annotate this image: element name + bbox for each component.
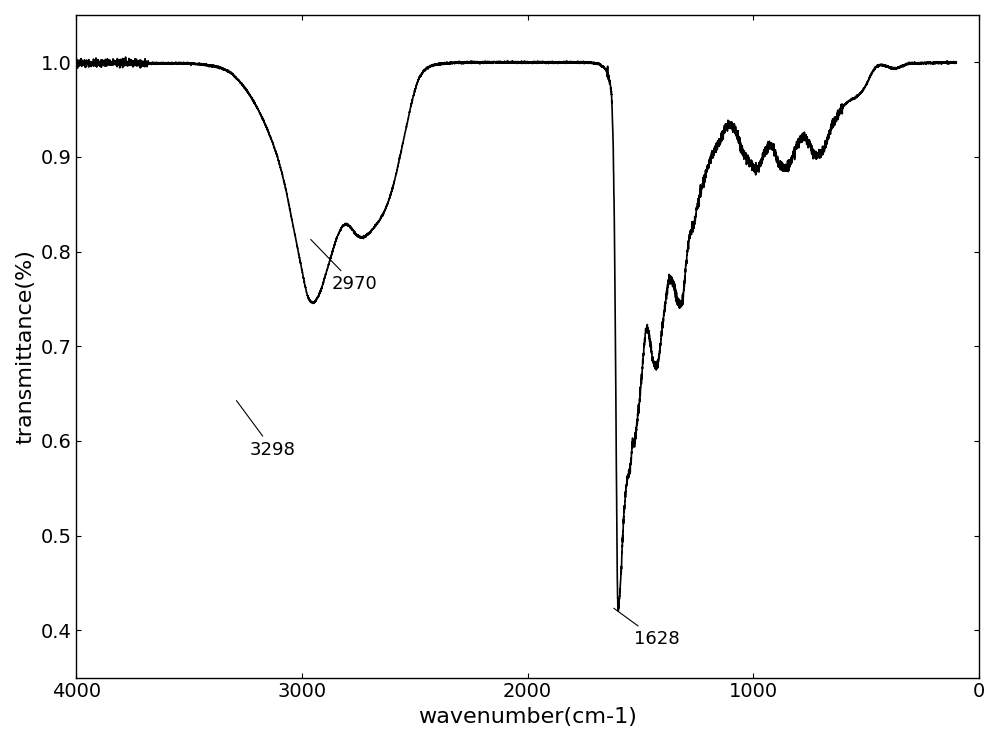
X-axis label: wavenumber(cm-1): wavenumber(cm-1) (418, 707, 637, 727)
Text: 3298: 3298 (236, 401, 296, 459)
Y-axis label: transmittance(%): transmittance(%) (15, 249, 35, 444)
Text: 1628: 1628 (614, 608, 679, 649)
Text: 2970: 2970 (311, 240, 377, 294)
